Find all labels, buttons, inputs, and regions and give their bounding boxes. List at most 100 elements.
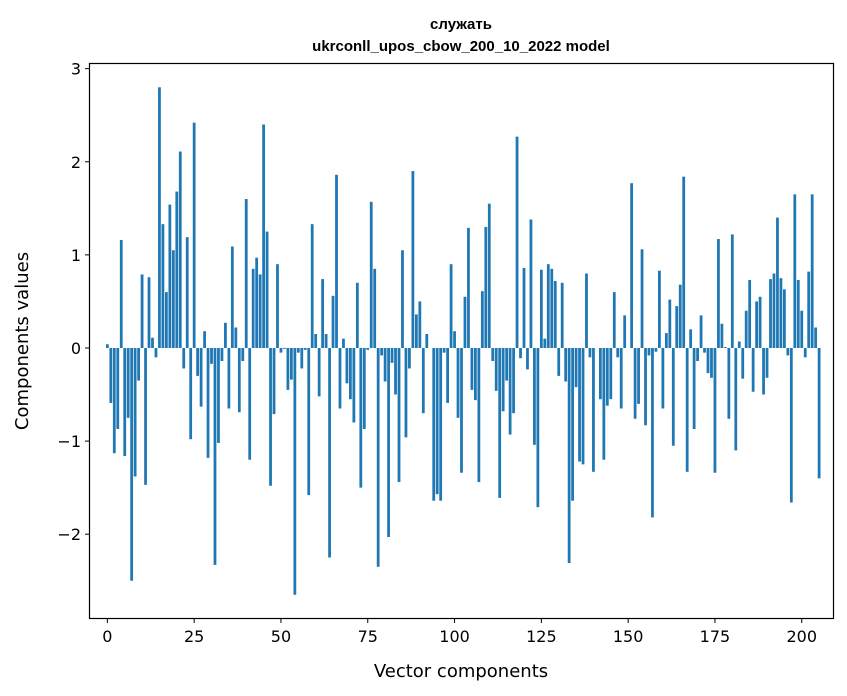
bar-97 (442, 347, 446, 353)
bar-189 (762, 347, 765, 395)
bar-6 (126, 347, 130, 418)
bar-100 (453, 331, 456, 348)
bar-31 (213, 347, 217, 565)
bar-143 (602, 347, 606, 460)
bar-83 (394, 347, 397, 395)
bar-134 (571, 347, 574, 501)
bar-177 (720, 323, 724, 348)
bar-167 (685, 347, 689, 472)
bar-107 (477, 347, 481, 483)
x-axis-ticks: 0 25 50 75 100 125 150 175 200 (102, 618, 817, 646)
bar-9 (137, 347, 140, 381)
bar-28 (203, 331, 206, 348)
bar-164 (675, 306, 679, 348)
bar-179 (727, 347, 731, 419)
bar-169 (692, 347, 696, 429)
bar-137 (581, 347, 585, 465)
bar-162 (668, 299, 672, 348)
bar-158 (654, 347, 658, 352)
bar-85 (401, 250, 404, 348)
bar-155 (644, 347, 647, 426)
bar-67 (338, 347, 342, 409)
bar-101 (456, 347, 460, 418)
bar-136 (578, 347, 581, 462)
bar-73 (359, 347, 363, 488)
bar-152 (633, 347, 637, 419)
bar-171 (699, 315, 703, 348)
bar-95 (435, 347, 439, 495)
x-tick-label-200: 200 (786, 627, 817, 646)
bar-103 (463, 296, 467, 348)
bar-111 (491, 347, 495, 362)
bar-82 (390, 347, 394, 363)
bar-64 (328, 347, 331, 558)
bar-151 (630, 183, 634, 348)
bar-55 (296, 347, 300, 353)
x-tick-label-125: 125 (526, 627, 557, 646)
bar-79 (380, 347, 384, 356)
bar-37 (234, 327, 238, 348)
bar-78 (376, 347, 380, 567)
bar-142 (598, 347, 602, 400)
bar-23 (185, 237, 189, 348)
bar-52 (286, 347, 290, 390)
bar-123 (533, 347, 536, 445)
bar-118 (515, 136, 519, 348)
bar-13 (151, 337, 154, 348)
bar-29 (206, 347, 210, 458)
y-axis-ticks: −2 −1 0 1 2 3 (57, 60, 90, 544)
bar-8 (133, 347, 137, 477)
bar-42 (251, 268, 255, 348)
bar-184 (744, 310, 748, 348)
bar-175 (713, 347, 717, 473)
bar-58 (307, 347, 311, 496)
bar-84 (397, 347, 401, 483)
bar-172 (703, 347, 706, 353)
bar-20 (175, 191, 179, 348)
bar-2 (112, 347, 116, 454)
bar-127 (546, 264, 550, 348)
bar-46 (265, 231, 269, 348)
bar-135 (574, 347, 578, 388)
bar-1 (109, 347, 113, 403)
chart-subtitle: ukrconll_upos_cbow_200_10_2022 model (312, 38, 610, 55)
y-axis-label: Components values (12, 252, 33, 430)
bar-176 (717, 239, 720, 348)
bar-163 (671, 347, 675, 446)
bar-187 (755, 301, 759, 348)
bar-47 (269, 347, 272, 486)
x-axis-label: Vector components (374, 661, 548, 682)
bar-203 (810, 194, 814, 348)
bar-15 (158, 87, 161, 348)
bar-19 (171, 250, 175, 348)
bar-153 (637, 347, 640, 404)
bar-3 (116, 347, 120, 429)
x-tick-label-50: 50 (271, 627, 291, 646)
bar-75 (366, 347, 370, 350)
bar-157 (651, 347, 654, 518)
bar-40 (244, 199, 248, 348)
bar-113 (498, 347, 502, 498)
bar-65 (331, 295, 335, 348)
bar-11 (144, 347, 147, 485)
bar-192 (772, 273, 776, 348)
bar-87 (408, 347, 411, 369)
chart-title: служать (430, 16, 492, 33)
bar-200 (800, 310, 804, 348)
bar-199 (796, 280, 800, 348)
bar-68 (342, 338, 345, 348)
bar-17 (164, 292, 168, 348)
bar-44 (258, 274, 262, 348)
bar-49 (276, 264, 279, 348)
bar-108 (480, 291, 484, 348)
bar-181 (734, 347, 738, 451)
bar-94 (432, 347, 436, 501)
bar-41 (248, 347, 252, 460)
y-tick-label-1: 1 (71, 246, 81, 265)
bar-128 (550, 268, 554, 348)
bar-180 (730, 234, 734, 348)
bar-51 (283, 347, 286, 349)
bar-130 (557, 347, 561, 376)
bar-147 (616, 347, 620, 358)
bar-60 (314, 334, 318, 348)
